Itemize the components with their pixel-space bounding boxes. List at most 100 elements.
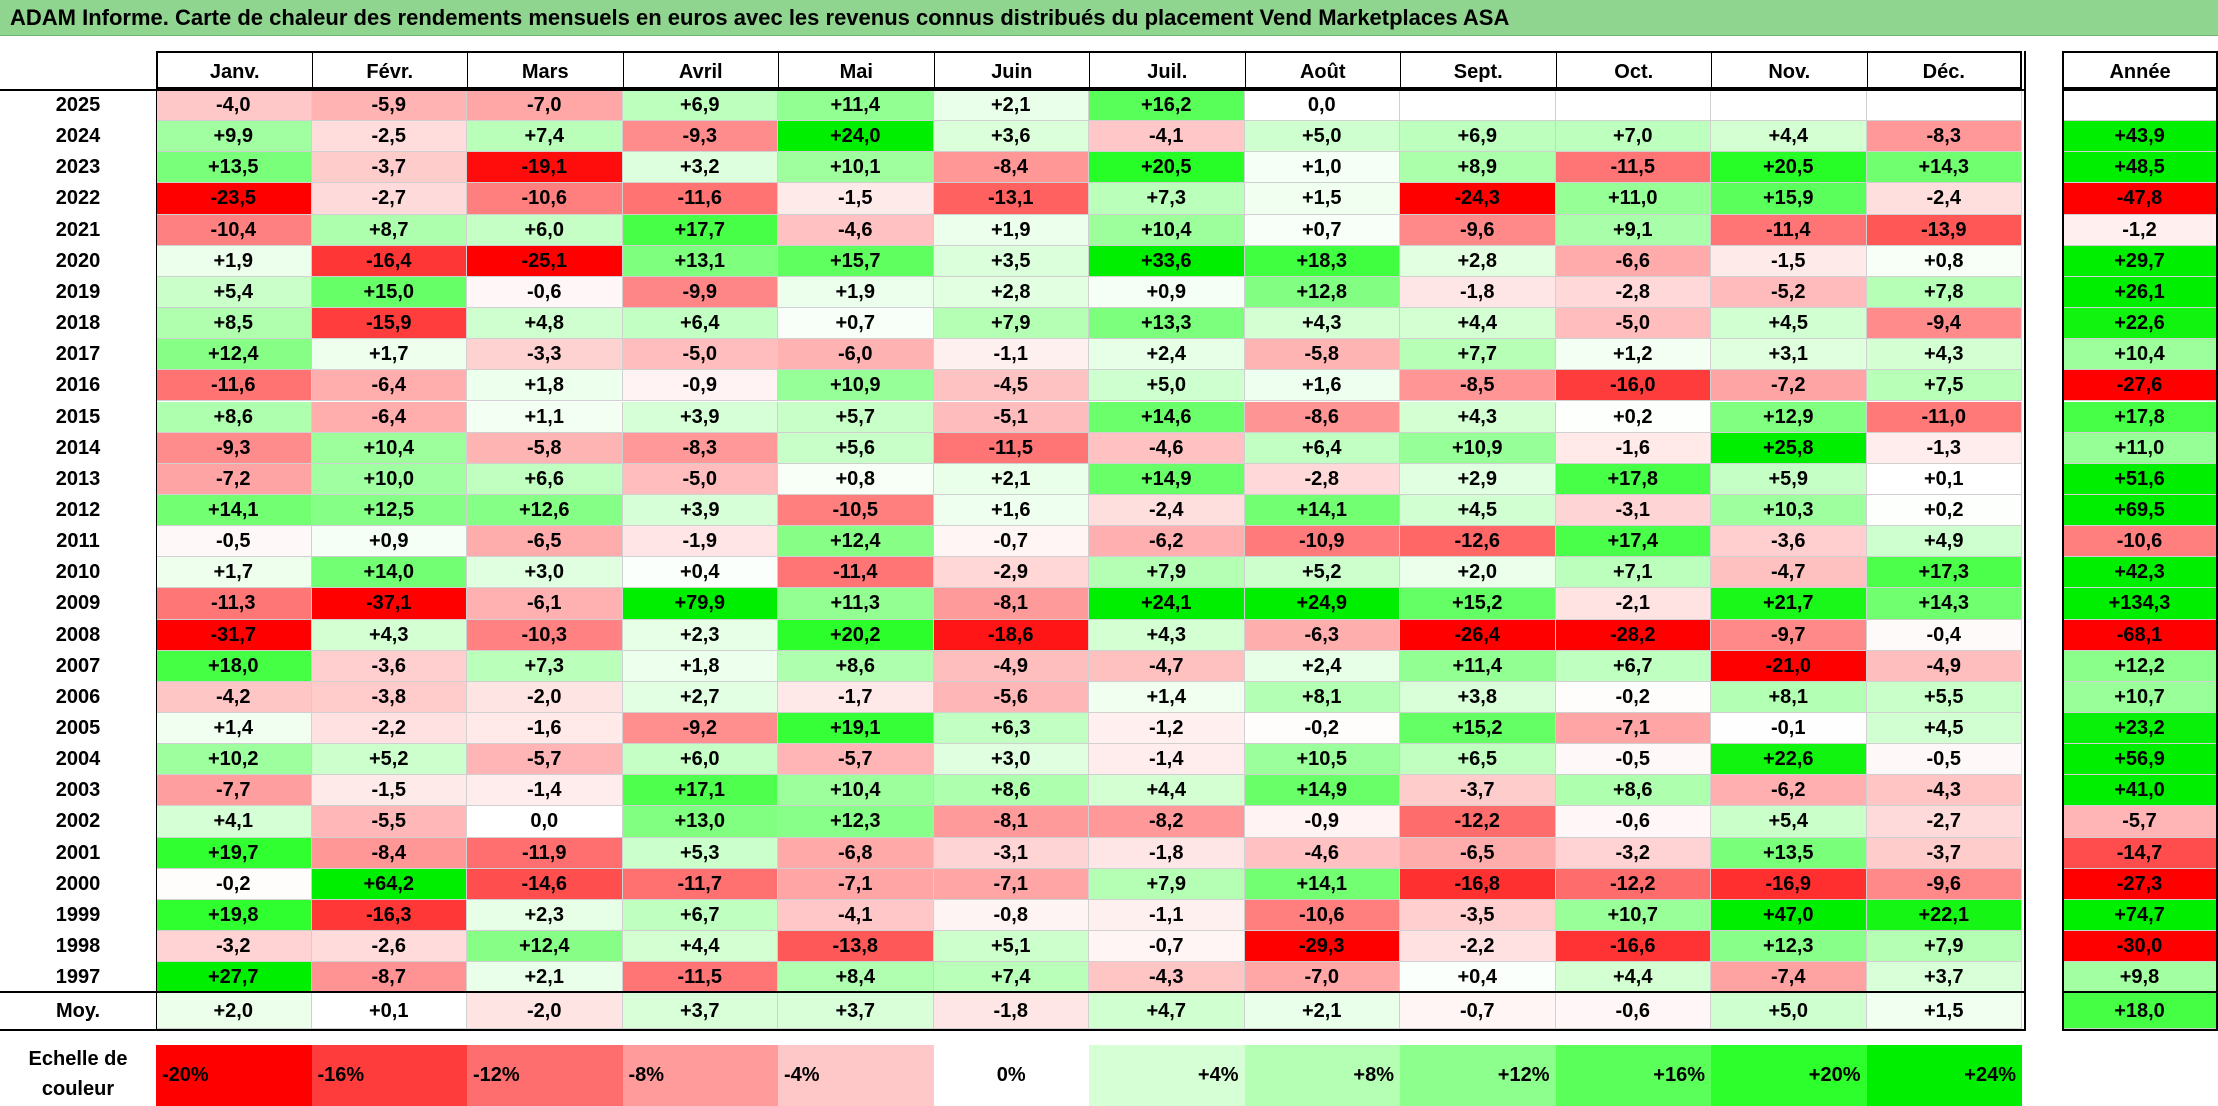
heatmap-cell: -16,9 [1711, 868, 1867, 900]
row-year: 2025 [55, 94, 101, 116]
heatmap-cell: -0,8 [933, 899, 1089, 932]
color-scale-step: -16% [311, 1045, 467, 1106]
annual-cell: -68,1 [2062, 619, 2218, 651]
annual-cell: +17,8 [2062, 401, 2218, 433]
color-scale-step: -4% [778, 1045, 934, 1106]
month-header: Août [1244, 51, 1400, 89]
average-cell: +5,0 [1711, 993, 1867, 1029]
heatmap-cell: -9,9 [622, 276, 778, 309]
heatmap-cell: -3,5 [1400, 899, 1556, 932]
color-scale-step: 0% [933, 1045, 1089, 1106]
row-year: 2011 [56, 530, 100, 553]
heatmap-cell: -13,1 [933, 183, 1089, 215]
month-header: Juil. [1089, 51, 1245, 89]
heatmap-cell: +0,9 [1089, 276, 1245, 309]
heatmap-cell [1400, 90, 1556, 122]
heatmap-cell: -2,0 [467, 681, 623, 713]
heatmap-cell: +8,6 [778, 650, 934, 682]
heatmap-cell: -11,6 [622, 183, 778, 215]
row-year: 2015 [55, 405, 101, 428]
heatmap-cell: +7,3 [1089, 183, 1245, 215]
heatmap-cell: +2,1 [467, 962, 623, 994]
heatmap-cell: +7,9 [1089, 868, 1245, 900]
month-header: Janv. [156, 51, 312, 89]
heatmap-cell: -5,8 [467, 432, 623, 464]
heatmap-cell: +10,5 [1244, 744, 1400, 776]
heatmap-cell: +0,2 [1866, 494, 2022, 527]
heatmap-cell: +4,4 [1400, 308, 1556, 340]
heatmap-cell: -7,1 [933, 868, 1089, 900]
heatmap-cell: +27,7 [156, 962, 312, 994]
heatmap-cell: -5,1 [933, 401, 1089, 433]
heatmap-cell: +8,6 [1555, 775, 1711, 807]
heatmap-cell: +12,3 [778, 806, 934, 838]
heatmap-cell: +18,3 [1244, 245, 1400, 277]
heatmap-cell: +14,3 [1866, 152, 2022, 184]
heatmap-cell: +1,9 [778, 276, 934, 309]
annual-cell: +51,6 [2062, 463, 2218, 495]
average-label: Moy. [55, 1000, 101, 1022]
heatmap-cell: +13,3 [1089, 308, 1245, 340]
heatmap-cell: +10,7 [1555, 899, 1711, 932]
month-header: Mai [778, 51, 934, 89]
heatmap-cell: -6,8 [778, 837, 934, 869]
heatmap-cell: +47,0 [1711, 899, 1867, 932]
color-scale-step: +12% [1400, 1045, 1556, 1106]
heatmap-cell: +6,3 [933, 713, 1089, 745]
heatmap-cell: -1,1 [933, 339, 1089, 371]
heatmap-cell: +6,5 [1400, 744, 1556, 776]
row-year: 2024 [55, 125, 101, 148]
heatmap-cell: +19,1 [778, 713, 934, 745]
heatmap-cell: -2,7 [311, 183, 467, 215]
heatmap-cell: +3,7 [1866, 962, 2022, 994]
heatmap-cell: -16,6 [1555, 931, 1711, 963]
heatmap-cell: -9,6 [1866, 868, 2022, 900]
annual-cell: +10,7 [2062, 681, 2218, 713]
heatmap-cell: -1,2 [1089, 713, 1245, 745]
heatmap-cell: -25,1 [467, 245, 623, 277]
annual-cell: -1,2 [2062, 214, 2218, 246]
heatmap-cell: +4,3 [1866, 339, 2022, 371]
heatmap-cell: +5,1 [933, 931, 1089, 963]
annual-cell: -5,7 [2062, 806, 2218, 838]
row-year: 2023 [55, 156, 101, 179]
annual-cell: -30,0 [2062, 931, 2218, 963]
heatmap-cell: -0,5 [156, 526, 312, 558]
heatmap-cell: -3,1 [1555, 494, 1711, 527]
color-scale-step: +24% [1866, 1045, 2022, 1106]
heatmap-cell: -7,4 [1711, 962, 1867, 994]
row-year: 2017 [55, 343, 101, 366]
average-cell: -2,0 [467, 993, 623, 1029]
heatmap-cell: +4,3 [1089, 619, 1245, 651]
heatmap-cell: -0,9 [1244, 806, 1400, 838]
heatmap-cell: +11,0 [1555, 183, 1711, 215]
heatmap-cell: +11,4 [1400, 650, 1556, 682]
month-header: Oct. [1555, 51, 1711, 89]
heatmap-cell: -1,3 [1866, 432, 2022, 464]
heatmap-cell: +1,7 [156, 557, 312, 589]
heatmap-cell: +8,4 [778, 962, 934, 994]
heatmap-cell: +15,7 [778, 245, 934, 277]
heatmap-cell: -13,9 [1866, 214, 2022, 246]
heatmap-cell: +1,4 [1089, 681, 1245, 713]
heatmap-cell: +5,5 [1866, 681, 2022, 713]
row-year: 2007 [55, 654, 101, 677]
month-header: Sept. [1400, 51, 1556, 89]
heatmap-cell: +8,6 [156, 401, 312, 433]
heatmap-cell: -12,6 [1400, 526, 1556, 558]
heatmap-cell: +79,9 [622, 588, 778, 620]
heatmap-cell: -9,2 [622, 713, 778, 745]
heatmap-cell: +0,4 [1400, 962, 1556, 994]
heatmap-cell: -4,6 [778, 214, 934, 246]
heatmap-cell: -6,2 [1711, 775, 1867, 807]
month-header: Févr. [311, 51, 467, 89]
row-year: 2010 [55, 561, 101, 584]
heatmap-cell: +7,4 [933, 962, 1089, 994]
heatmap-cell: -5,0 [622, 339, 778, 371]
heatmap-cell: -11,5 [1555, 152, 1711, 184]
heatmap-cell: -24,3 [1400, 183, 1556, 215]
heatmap-cell: +2,0 [1400, 557, 1556, 589]
heatmap-cell: -0,9 [622, 370, 778, 402]
heatmap-cell: -2,4 [1089, 494, 1245, 527]
heatmap-cell: -8,5 [1400, 370, 1556, 402]
